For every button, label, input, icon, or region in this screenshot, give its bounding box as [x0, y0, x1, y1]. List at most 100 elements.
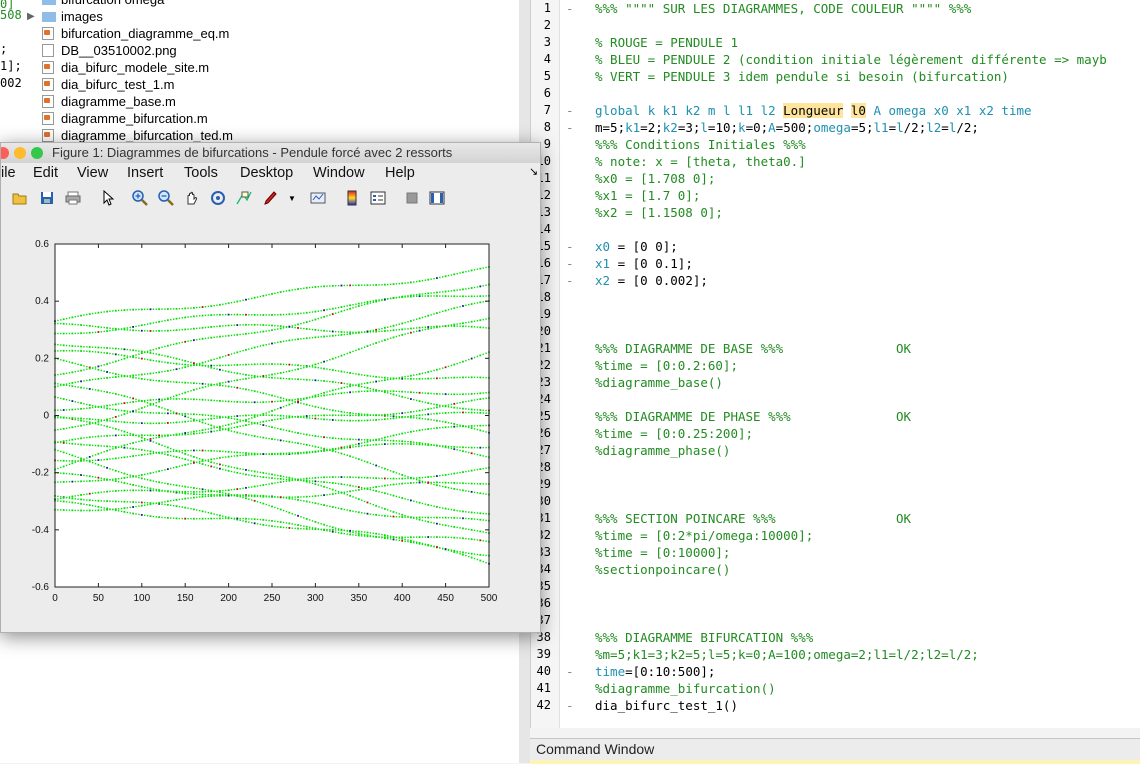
rotate-3d-icon[interactable]: [210, 190, 226, 206]
code-line[interactable]: 21%%% DIAGRAMME DE BASE %%% OK: [531, 340, 1140, 357]
code-line[interactable]: 17- x2 = [0 0.002];: [531, 272, 1140, 289]
code-line[interactable]: 39 %m=5;k1=3;k2=5;l=5;k=0;A=100;omega=2;l…: [531, 646, 1140, 663]
code-line[interactable]: 6: [531, 85, 1140, 102]
breakpoint-marker[interactable]: -: [566, 664, 574, 679]
code-line[interactable]: 12 %x1 = [1.7 0];: [531, 187, 1140, 204]
code-line[interactable]: 18: [531, 289, 1140, 306]
code-line[interactable]: 11 %x0 = [1.708 0];: [531, 170, 1140, 187]
code-line[interactable]: 27 %diagramme_phase(): [531, 442, 1140, 459]
menu-desktop[interactable]: Desktop: [240, 165, 294, 181]
code-line[interactable]: 40- time=[0:10:500];: [531, 663, 1140, 680]
data-point: [453, 376, 456, 379]
data-point: [158, 412, 161, 414]
data-point: [300, 327, 302, 329]
code-line[interactable]: 37: [531, 612, 1140, 629]
code-line[interactable]: 28: [531, 459, 1140, 476]
code-line[interactable]: 19: [531, 306, 1140, 323]
code-line[interactable]: 4% BLEU = PENDULE 2 (condition initiale …: [531, 51, 1140, 68]
code-line[interactable]: 23 %diagramme_base(): [531, 374, 1140, 391]
code-line[interactable]: 10% note: x = [theta, theta0.]: [531, 153, 1140, 170]
colorbar-icon[interactable]: [344, 190, 360, 206]
breakpoint-marker[interactable]: -: [566, 256, 574, 271]
code-line[interactable]: 26 %time = [0:0.25:200];: [531, 425, 1140, 442]
breakpoint-marker[interactable]: -: [566, 1, 574, 16]
menu-view[interactable]: View: [77, 165, 109, 181]
code-line[interactable]: 16- x1 = [0 0.1];: [531, 255, 1140, 272]
menu-window[interactable]: Window: [313, 165, 365, 181]
brush-icon[interactable]: [263, 190, 279, 206]
figure-titlebar[interactable]: Figure 1: Diagrammes de bifurcations - P…: [1, 143, 540, 164]
menu-help[interactable]: Help: [385, 165, 415, 181]
code-line[interactable]: 1-%%% """" SUR LES DIAGRAMMES, CODE COUL…: [531, 0, 1140, 17]
code-line[interactable]: 41 %diagramme_bifurcation(): [531, 680, 1140, 697]
zoom-out-icon[interactable]: [158, 190, 174, 206]
code-line[interactable]: 31%%% SECTION POINCARE %%% OK: [531, 510, 1140, 527]
bifurcation-chart[interactable]: 0 50 100 150 200 250 300 350 400 450 500-0.6-0.4-0…: [1, 211, 541, 633]
data-point: [172, 499, 175, 502]
code-line[interactable]: 14: [531, 221, 1140, 238]
code-line[interactable]: 7- global k k1 k2 m l l1 l2 Longueur l0 A…: [531, 102, 1140, 119]
data-point: [418, 516, 421, 519]
data-point: [132, 506, 135, 508]
data-point: [143, 439, 146, 441]
code-line[interactable]: 34 %sectionpoincare(): [531, 561, 1140, 578]
code-line[interactable]: 42- dia_bifurc_test_1(): [531, 697, 1140, 714]
menu-edit[interactable]: Edit: [33, 165, 58, 181]
figure-window[interactable]: Figure 1: Diagrammes de bifurcations - P…: [0, 142, 541, 633]
open-folder-icon[interactable]: [12, 190, 28, 206]
code-editor[interactable]: 1-%%% """" SUR LES DIAGRAMMES, CODE COUL…: [530, 0, 1140, 728]
show-plot-tools-icon[interactable]: [429, 190, 445, 206]
code-line[interactable]: 20: [531, 323, 1140, 340]
code-line[interactable]: 36: [531, 595, 1140, 612]
zoom-window-button[interactable]: [31, 147, 43, 159]
code-line[interactable]: 32 %time = [0:2*pi/omega:10000];: [531, 527, 1140, 544]
expand-arrow-icon[interactable]: ▶: [27, 11, 35, 22]
breakpoint-marker[interactable]: -: [566, 120, 574, 135]
command-window-prompt-area[interactable]: [530, 760, 1140, 764]
minimize-window-button[interactable]: [14, 147, 26, 159]
data-point: [155, 490, 157, 492]
data-point: [465, 451, 467, 453]
command-window[interactable]: Command Window: [530, 738, 1140, 764]
code-line[interactable]: 3% ROUGE = PENDULE 1: [531, 34, 1140, 51]
data-cursor-icon[interactable]: [236, 190, 252, 206]
print-icon[interactable]: [65, 190, 81, 206]
data-point: [409, 516, 412, 519]
menu-tools[interactable]: Tools: [184, 165, 218, 181]
code-line[interactable]: 9%%% Conditions Initiales %%%: [531, 136, 1140, 153]
pointer-icon[interactable]: [100, 190, 116, 206]
menu-file[interactable]: ile: [1, 165, 16, 181]
menu-insert[interactable]: Insert: [127, 165, 164, 181]
zoom-in-icon[interactable]: [132, 190, 148, 206]
data-point: [97, 405, 100, 408]
close-window-button[interactable]: [1, 147, 9, 159]
code-line[interactable]: 30: [531, 493, 1140, 510]
code-line[interactable]: 15- x0 = [0 0];: [531, 238, 1140, 255]
code-line[interactable]: 8- m=5;k1=2;k2=3;l=10;k=0;A=500;omega=5;l…: [531, 119, 1140, 136]
data-point: [86, 444, 88, 446]
brush-dropdown-icon[interactable]: ▼: [288, 193, 296, 203]
code-line[interactable]: 35: [531, 578, 1140, 595]
data-point: [233, 471, 236, 473]
breakpoint-marker[interactable]: -: [566, 698, 574, 713]
code-line[interactable]: 13 %x2 = [1.1508 0];: [531, 204, 1140, 221]
breakpoint-marker[interactable]: -: [566, 273, 574, 288]
code-line[interactable]: 38%%% DIAGRAMME BIFURCATION %%%: [531, 629, 1140, 646]
save-icon[interactable]: [39, 190, 55, 206]
code-line[interactable]: 2: [531, 17, 1140, 34]
legend-icon[interactable]: [370, 190, 386, 206]
code-line[interactable]: 22 %time = [0:0.2:60];: [531, 357, 1140, 374]
link-plot-icon[interactable]: [310, 190, 326, 206]
breakpoint-marker[interactable]: -: [566, 239, 574, 254]
code-line[interactable]: 33 %time = [0:10000];: [531, 544, 1140, 561]
breakpoint-marker[interactable]: -: [566, 103, 574, 118]
code-line[interactable]: 24: [531, 391, 1140, 408]
plot-area[interactable]: 0 50 100 150 200 250 300 350 400 450 500 -0.6 -0.4 -0…: [1, 211, 541, 633]
data-point: [100, 326, 102, 328]
code-line[interactable]: 25%%% DIAGRAMME DE PHASE %%% OK: [531, 408, 1140, 425]
pan-hand-icon[interactable]: [184, 190, 200, 206]
dock-arrow-icon[interactable]: ↘: [529, 166, 539, 178]
code-line[interactable]: 5% VERT = PENDULE 3 idem pendule si beso…: [531, 68, 1140, 85]
code-line[interactable]: 29: [531, 476, 1140, 493]
hide-plot-tools-icon[interactable]: [404, 190, 420, 206]
